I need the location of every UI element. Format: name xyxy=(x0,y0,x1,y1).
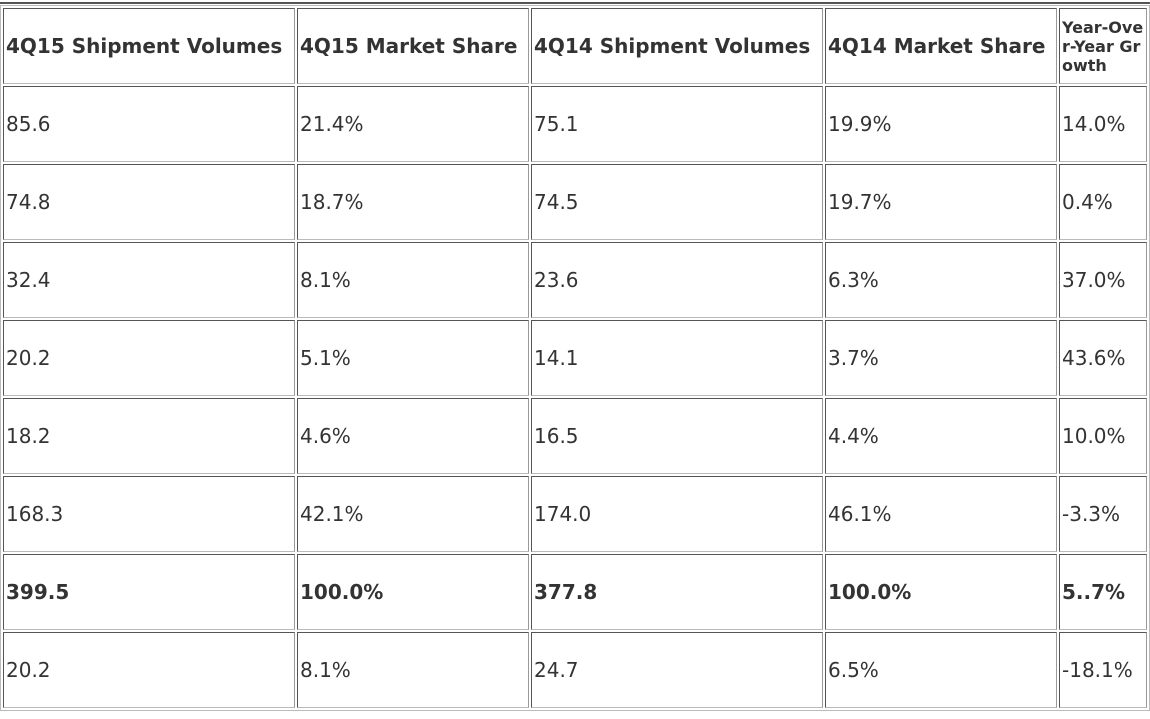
cell-yoy-growth: 5..7% xyxy=(1059,554,1147,630)
header-4q14-volumes: 4Q14 Shipment Volumes xyxy=(531,8,823,84)
table-row: 32.4 8.1% 23.6 6.3% 37.0% xyxy=(3,242,1147,318)
cell-4q14-share: 3.7% xyxy=(825,320,1057,396)
cell-4q14-volumes: 16.5 xyxy=(531,398,823,474)
cell-4q14-volumes: 377.8 xyxy=(531,554,823,630)
cell-4q14-share: 46.1% xyxy=(825,476,1057,552)
header-4q15-volumes: 4Q15 Shipment Volumes xyxy=(3,8,295,84)
cell-4q15-volumes: 18.2 xyxy=(3,398,295,474)
cell-4q15-share: 21.4% xyxy=(297,86,529,162)
shipments-table: 4Q15 Shipment Volumes 4Q15 Market Share … xyxy=(0,5,1150,711)
cell-4q14-share: 4.4% xyxy=(825,398,1057,474)
cell-4q15-volumes: 85.6 xyxy=(3,86,295,162)
cell-4q15-share: 42.1% xyxy=(297,476,529,552)
cell-4q15-volumes: 74.8 xyxy=(3,164,295,240)
cell-4q15-volumes: 20.2 xyxy=(3,632,295,708)
cell-4q14-share: 6.3% xyxy=(825,242,1057,318)
cell-4q15-volumes: 168.3 xyxy=(3,476,295,552)
cell-yoy-growth: 43.6% xyxy=(1059,320,1147,396)
table-row: 168.3 42.1% 174.0 46.1% -3.3% xyxy=(3,476,1147,552)
total-row: 399.5 100.0% 377.8 100.0% 5..7% xyxy=(3,554,1147,630)
header-row: 4Q15 Shipment Volumes 4Q15 Market Share … xyxy=(3,8,1147,84)
table-row: 20.2 5.1% 14.1 3.7% 43.6% xyxy=(3,320,1147,396)
table-row: 18.2 4.6% 16.5 4.4% 10.0% xyxy=(3,398,1147,474)
cell-yoy-growth: 10.0% xyxy=(1059,398,1147,474)
cell-4q14-volumes: 14.1 xyxy=(531,320,823,396)
cell-4q14-share: 19.9% xyxy=(825,86,1057,162)
cell-4q14-volumes: 75.1 xyxy=(531,86,823,162)
cell-4q14-volumes: 24.7 xyxy=(531,632,823,708)
cell-4q14-share: 19.7% xyxy=(825,164,1057,240)
table-row: 20.2 8.1% 24.7 6.5% -18.1% xyxy=(3,632,1147,708)
cell-yoy-growth: 37.0% xyxy=(1059,242,1147,318)
cell-4q14-volumes: 23.6 xyxy=(531,242,823,318)
cell-4q15-share: 18.7% xyxy=(297,164,529,240)
cell-4q15-share: 5.1% xyxy=(297,320,529,396)
cell-4q14-share: 6.5% xyxy=(825,632,1057,708)
cell-yoy-growth: -18.1% xyxy=(1059,632,1147,708)
cell-4q15-share: 4.6% xyxy=(297,398,529,474)
cell-4q14-share: 100.0% xyxy=(825,554,1057,630)
cell-4q14-volumes: 74.5 xyxy=(531,164,823,240)
table-row: 74.8 18.7% 74.5 19.7% 0.4% xyxy=(3,164,1147,240)
header-4q14-share: 4Q14 Market Share xyxy=(825,8,1057,84)
cell-4q15-volumes: 399.5 xyxy=(3,554,295,630)
cell-4q14-volumes: 174.0 xyxy=(531,476,823,552)
cell-4q15-share: 8.1% xyxy=(297,242,529,318)
top-border xyxy=(0,2,1150,4)
cell-yoy-growth: -3.3% xyxy=(1059,476,1147,552)
cell-4q15-volumes: 32.4 xyxy=(3,242,295,318)
cell-4q15-share: 8.1% xyxy=(297,632,529,708)
cell-yoy-growth: 0.4% xyxy=(1059,164,1147,240)
header-yoy-growth: Year-Over-Year Growth xyxy=(1059,8,1147,84)
cell-4q15-volumes: 20.2 xyxy=(3,320,295,396)
cell-yoy-growth: 14.0% xyxy=(1059,86,1147,162)
table-row: 85.6 21.4% 75.1 19.9% 14.0% xyxy=(3,86,1147,162)
header-4q15-share: 4Q15 Market Share xyxy=(297,8,529,84)
cell-4q15-share: 100.0% xyxy=(297,554,529,630)
